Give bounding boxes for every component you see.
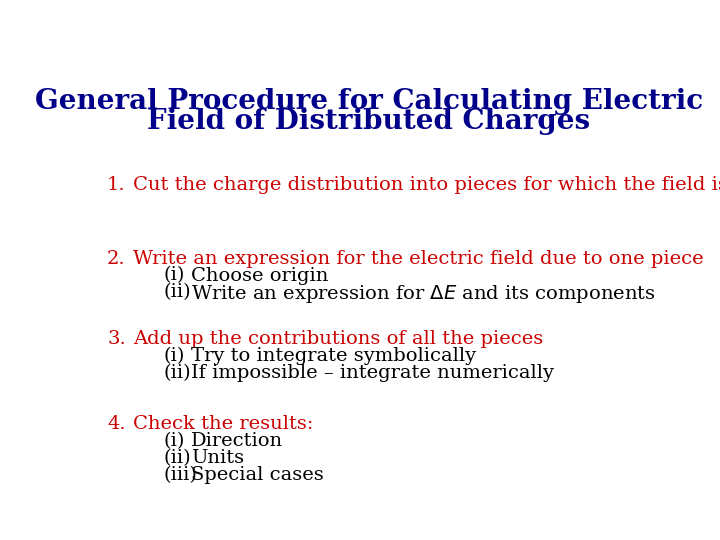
Text: 1.: 1.	[107, 177, 126, 194]
Text: (ii): (ii)	[163, 364, 192, 382]
Text: Write an expression for $\Delta E$ and its components: Write an expression for $\Delta E$ and i…	[191, 284, 655, 306]
Text: (i): (i)	[163, 347, 185, 366]
Text: (iii): (iii)	[163, 466, 197, 484]
Text: 2.: 2.	[107, 249, 126, 268]
Text: General Procedure for Calculating Electric: General Procedure for Calculating Electr…	[35, 88, 703, 115]
Text: (i): (i)	[163, 432, 185, 450]
Text: 3.: 3.	[107, 330, 126, 348]
Text: Add up the contributions of all the pieces: Add up the contributions of all the piec…	[132, 330, 543, 348]
Text: (ii): (ii)	[163, 284, 192, 301]
Text: 4.: 4.	[107, 415, 126, 433]
Text: Write an expression for the electric field due to one piece: Write an expression for the electric fie…	[132, 249, 703, 268]
Text: (i): (i)	[163, 267, 185, 285]
Text: Choose origin: Choose origin	[191, 267, 328, 285]
Text: Special cases: Special cases	[191, 466, 323, 484]
Text: Field of Distributed Charges: Field of Distributed Charges	[148, 108, 590, 135]
Text: Direction: Direction	[191, 432, 283, 450]
Text: Check the results:: Check the results:	[132, 415, 313, 433]
Text: If impossible – integrate numerically: If impossible – integrate numerically	[191, 364, 554, 382]
Text: (ii): (ii)	[163, 449, 192, 467]
Text: Cut the charge distribution into pieces for which the field is known: Cut the charge distribution into pieces …	[132, 177, 720, 194]
Text: Units: Units	[191, 449, 244, 467]
Text: Try to integrate symbolically: Try to integrate symbolically	[191, 347, 476, 366]
